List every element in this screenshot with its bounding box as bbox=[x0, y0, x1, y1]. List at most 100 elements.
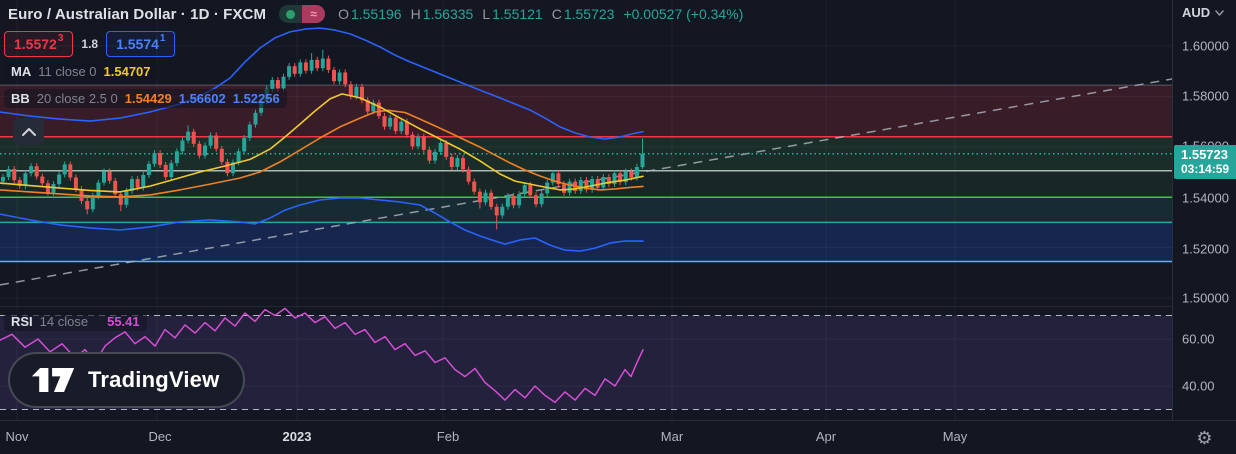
buy-sell-toggle[interactable]: ≈ bbox=[279, 5, 326, 23]
candle bbox=[601, 177, 606, 188]
buy-price-button[interactable]: 1.5574 1 bbox=[106, 31, 176, 57]
candle bbox=[102, 171, 106, 183]
bb-indicator-legend[interactable]: BB 20 close 2.5 0 1.54429 1.56602 1.5225… bbox=[4, 89, 287, 108]
candle bbox=[466, 169, 471, 182]
candle bbox=[253, 112, 258, 125]
candle bbox=[539, 193, 544, 205]
rsi-line[interactable] bbox=[0, 307, 644, 404]
candle bbox=[365, 100, 370, 112]
candle bbox=[186, 131, 191, 141]
bb-lower-line[interactable] bbox=[0, 197, 644, 252]
candle bbox=[208, 135, 213, 146]
candle bbox=[1, 177, 5, 182]
candle bbox=[360, 86, 364, 101]
price-axis-label: 1.58000 bbox=[1182, 88, 1229, 104]
ohlc-readout: O 1.55196 H 1.56335 L 1.55121 C 1.55723 +0.0… bbox=[338, 6, 743, 22]
candle bbox=[567, 181, 572, 193]
rsi-indicator-legend[interactable]: RSI 14 close 55.41 bbox=[4, 312, 147, 331]
ma-value: 1.54707 bbox=[103, 64, 151, 79]
candle bbox=[640, 153, 645, 168]
candle bbox=[275, 80, 280, 89]
collapse-pane-button[interactable] bbox=[13, 118, 44, 145]
candle bbox=[612, 173, 617, 185]
candle bbox=[511, 195, 516, 206]
symbol-title[interactable]: Euro / Australian Dollar · 1D · FXCM bbox=[8, 5, 267, 23]
candle bbox=[337, 72, 342, 82]
time-axis-label: May bbox=[942, 429, 968, 444]
currency-label: AUD bbox=[1182, 5, 1211, 20]
price-axis-label: 1.52000 bbox=[1182, 241, 1229, 257]
candle bbox=[449, 156, 454, 167]
time-axis-label: Apr bbox=[815, 429, 837, 444]
candle bbox=[118, 194, 123, 205]
pane-divider[interactable] bbox=[0, 306, 1172, 307]
candle bbox=[247, 124, 252, 138]
axis-settings-cell: ⚙ bbox=[1173, 421, 1236, 454]
candle bbox=[371, 102, 376, 112]
last-price-value: 1.55723 bbox=[1181, 147, 1228, 162]
buy-price-superscript: 1 bbox=[159, 33, 166, 44]
sell-price-button[interactable]: 1.5572 3 bbox=[4, 31, 74, 57]
chevron-down-icon bbox=[1215, 9, 1224, 16]
ma-indicator-legend[interactable]: MA 11 close 0 1.54707 bbox=[4, 62, 158, 81]
candle bbox=[629, 171, 634, 178]
time-axis-label: 2023 bbox=[282, 429, 312, 444]
candle bbox=[427, 149, 432, 161]
candle bbox=[141, 175, 146, 188]
candle bbox=[472, 181, 477, 192]
candle bbox=[242, 138, 247, 152]
candle bbox=[477, 191, 482, 203]
candle bbox=[225, 161, 230, 174]
candle bbox=[6, 169, 11, 178]
candle bbox=[461, 158, 465, 170]
candle bbox=[73, 177, 78, 190]
candle bbox=[343, 72, 348, 85]
candle bbox=[315, 59, 320, 69]
settings-gear-icon[interactable]: ⚙ bbox=[1196, 427, 1213, 448]
candle bbox=[214, 135, 219, 149]
candle bbox=[146, 163, 151, 175]
candle bbox=[17, 180, 22, 186]
time-axis[interactable]: Nov Dec 2023 Feb Mar Apr May bbox=[0, 420, 1236, 454]
candle bbox=[556, 173, 561, 185]
currency-selector[interactable]: AUD bbox=[1182, 5, 1224, 20]
toggle-approx-segment: ≈ bbox=[302, 5, 326, 23]
candle bbox=[203, 145, 207, 156]
low-value: 1.55121 bbox=[492, 6, 543, 22]
candle bbox=[219, 148, 224, 162]
price-axis-label: 1.50000 bbox=[1182, 290, 1229, 306]
candle bbox=[500, 206, 505, 216]
ma-line[interactable] bbox=[0, 93, 644, 193]
candle bbox=[113, 180, 118, 195]
last-price-tag: 1.55723 03:14:59 bbox=[1174, 145, 1236, 179]
price-axis[interactable]: AUD 1.600001.580001.560001.540001.520001… bbox=[1172, 0, 1236, 454]
candle bbox=[34, 166, 39, 177]
candle bbox=[197, 143, 202, 156]
candle bbox=[124, 190, 129, 205]
bb-basis-line[interactable] bbox=[0, 109, 644, 198]
candle bbox=[45, 183, 50, 193]
candle bbox=[292, 66, 297, 74]
candle bbox=[281, 76, 286, 89]
candle bbox=[270, 80, 275, 89]
candle bbox=[534, 195, 538, 205]
tradingview-logo[interactable]: TradingView bbox=[8, 352, 246, 408]
candle bbox=[152, 153, 157, 164]
candle bbox=[107, 171, 112, 181]
buy-price: 1.5574 bbox=[116, 36, 159, 52]
high-label: H bbox=[410, 6, 421, 22]
candle bbox=[489, 192, 494, 207]
candle bbox=[505, 195, 510, 207]
high-value: 1.56335 bbox=[422, 6, 474, 22]
price-chart[interactable] bbox=[0, 0, 1172, 420]
spread-value: 1.8 bbox=[81, 37, 99, 51]
candle bbox=[494, 206, 499, 216]
candle bbox=[438, 143, 443, 152]
tradingview-mark-icon bbox=[31, 368, 75, 392]
price-axis-label: 1.54000 bbox=[1182, 190, 1229, 206]
price-axis-label: 1.60000 bbox=[1182, 38, 1229, 54]
candle bbox=[320, 58, 325, 69]
price-axis-label: 40.00 bbox=[1182, 378, 1215, 394]
candle bbox=[455, 158, 460, 167]
candle bbox=[595, 179, 600, 188]
